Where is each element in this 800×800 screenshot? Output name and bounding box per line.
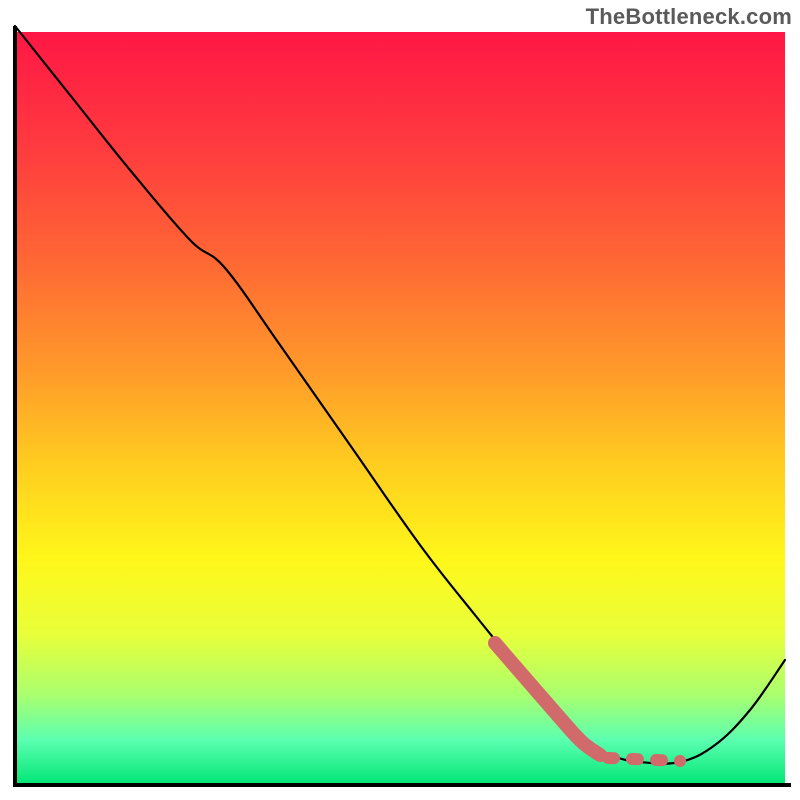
gradient-background [15,32,785,785]
watermark-text: TheBottleneck.com [586,4,792,30]
chart-svg [0,0,800,800]
bottleneck-chart: TheBottleneck.com [0,0,800,800]
